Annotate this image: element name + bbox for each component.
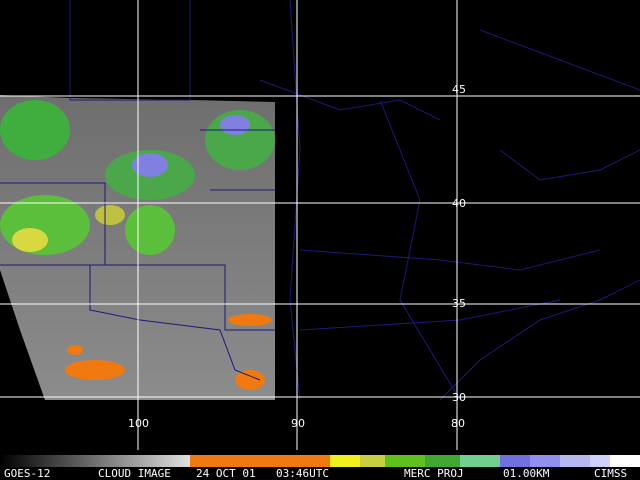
latitude-label: 30 <box>452 391 466 404</box>
longitude-label: 90 <box>291 417 305 430</box>
resolution: 01.00KM <box>503 467 550 480</box>
product-name: CLOUD IMAGE <box>98 467 171 480</box>
satellite-name: GOES-12 <box>4 467 50 480</box>
graticule <box>0 0 640 450</box>
latitude-label: 45 <box>452 83 466 96</box>
longitude-label: 80 <box>451 417 465 430</box>
longitude-label: 100 <box>128 417 149 430</box>
latitude-label: 35 <box>452 297 466 310</box>
image-date: 24 OCT 01 <box>196 467 256 480</box>
state-borders <box>0 0 640 401</box>
color-bar <box>0 455 640 467</box>
projection: MERC PROJ <box>404 467 464 480</box>
source: CIMSS <box>594 467 627 480</box>
latitude-label: 40 <box>452 197 466 210</box>
caption-bar <box>0 467 640 480</box>
image-time: 03:46UTC <box>276 467 329 480</box>
